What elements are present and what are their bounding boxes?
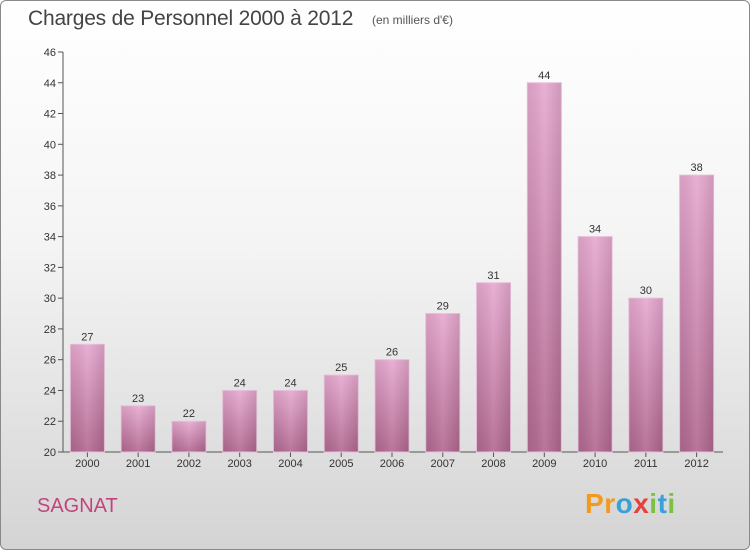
bar-value-label: 30 xyxy=(640,285,652,297)
y-tick-label: 20 xyxy=(44,447,56,459)
bar-shading xyxy=(476,282,511,452)
x-tick-label: 2005 xyxy=(329,458,353,470)
y-tick-label: 40 xyxy=(44,139,56,151)
bar-shading xyxy=(121,405,156,452)
y-tick-label: 42 xyxy=(44,109,56,121)
logo-letter: i xyxy=(667,488,676,519)
bar-value-label: 23 xyxy=(132,393,144,405)
y-tick-label: 34 xyxy=(44,232,56,244)
y-tick-label: 46 xyxy=(44,47,56,59)
bar-value-label: 29 xyxy=(437,301,449,313)
chart-title: Charges de Personnel 2000 à 2012 xyxy=(28,7,354,30)
y-tick-label: 36 xyxy=(44,201,56,213)
bar-shading xyxy=(324,375,359,452)
bar-value-label: 31 xyxy=(487,270,499,282)
y-tick-label: 30 xyxy=(44,293,56,305)
logo-letter: r xyxy=(604,488,616,519)
logo-letter: i xyxy=(649,488,658,519)
x-tick-label: 2004 xyxy=(278,458,302,470)
bar-shading xyxy=(375,359,409,452)
logo-letter: x xyxy=(633,488,650,519)
x-tick-label: 2010 xyxy=(583,458,607,470)
x-tick-label: 2006 xyxy=(380,458,404,470)
place-name: SAGNAT xyxy=(37,495,118,517)
x-tick-label: 2002 xyxy=(177,458,201,470)
bar-value-label: 27 xyxy=(81,331,93,343)
x-tick-label: 2003 xyxy=(227,458,251,470)
bar-shading xyxy=(273,390,308,452)
bar-shading xyxy=(578,236,613,452)
bar-shading xyxy=(679,175,714,453)
x-tick-label: 2012 xyxy=(684,458,708,470)
bar-shading xyxy=(222,390,257,452)
bar-shading xyxy=(628,298,663,452)
bar-value-label: 38 xyxy=(690,162,702,174)
x-tick-label: 2001 xyxy=(126,458,150,470)
logo-letter: t xyxy=(657,488,668,519)
bar-shading xyxy=(425,313,460,452)
y-tick-label: 24 xyxy=(44,385,56,397)
y-tick-label: 26 xyxy=(44,355,56,367)
y-tick-label: 44 xyxy=(44,78,56,90)
bar-value-label: 24 xyxy=(234,377,246,389)
x-tick-label: 2007 xyxy=(431,458,455,470)
x-tick-label: 2011 xyxy=(634,458,658,470)
y-tick-label: 22 xyxy=(44,416,56,428)
bar-value-label: 25 xyxy=(335,362,347,374)
bar-shading xyxy=(70,344,105,452)
y-tick-label: 32 xyxy=(44,262,56,274)
x-tick-label: 2009 xyxy=(532,458,556,470)
chart-subtitle: (en milliers d'€) xyxy=(372,13,453,27)
y-tick-label: 38 xyxy=(44,170,56,182)
bar-shading xyxy=(171,421,206,452)
logo-letter: P xyxy=(585,488,605,519)
x-tick-label: 2000 xyxy=(75,458,99,470)
bar-value-label: 24 xyxy=(284,377,296,389)
bar-value-label: 34 xyxy=(589,224,601,236)
bar-value-label: 22 xyxy=(183,408,195,420)
y-tick-label: 28 xyxy=(44,324,56,336)
bar-value-label: 44 xyxy=(538,70,550,82)
logo-letter: o xyxy=(615,488,634,519)
bar-value-label: 26 xyxy=(386,347,398,359)
bar-shading xyxy=(527,82,562,453)
proxiti-logo: Proxiti xyxy=(585,488,676,520)
x-tick-label: 2008 xyxy=(481,458,505,470)
